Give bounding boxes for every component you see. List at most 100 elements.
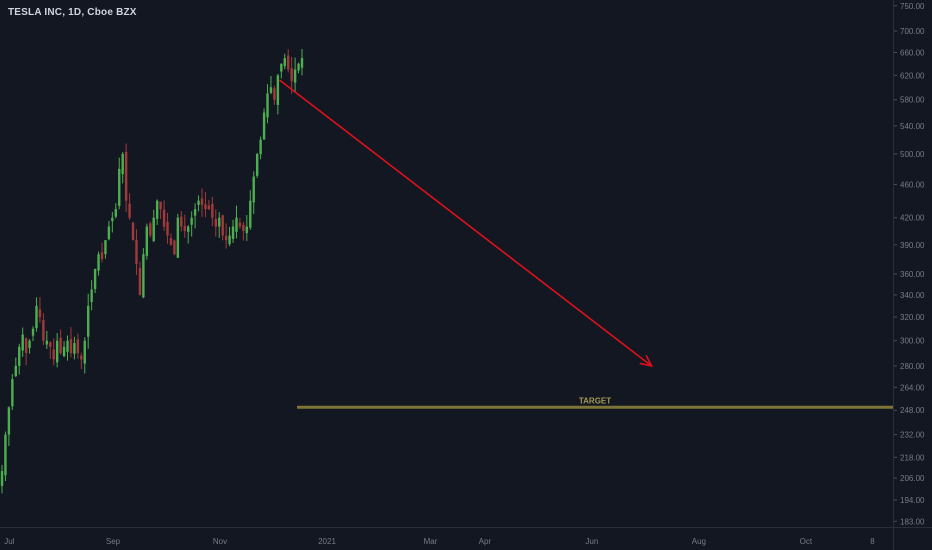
target-line-group[interactable]: TARGET: [297, 396, 893, 409]
candle: [169, 233, 173, 246]
candle: [197, 195, 200, 212]
candle: [55, 333, 59, 368]
time-axis[interactable]: Jul Sep Nov 2021 Mar Apr Jun Aug Oct 8: [4, 537, 875, 546]
candle-body: [266, 93, 269, 118]
candle-body: [142, 254, 145, 298]
candle: [31, 326, 35, 342]
candle: [287, 49, 290, 73]
price-tick-label: 540.00: [900, 122, 925, 131]
candle: [149, 221, 152, 238]
candle: [90, 280, 93, 311]
candle-body: [224, 235, 228, 241]
candle: [273, 85, 276, 105]
candle-body: [200, 198, 204, 205]
candle: [228, 226, 231, 247]
candle-body: [155, 200, 159, 219]
candle: [193, 203, 197, 229]
price-tick-label: 206.00: [900, 474, 925, 483]
candle: [80, 352, 83, 370]
projection-arrow-head[interactable]: [639, 354, 653, 368]
time-tick-label: Mar: [424, 537, 438, 546]
price-tick-label: 750.00: [900, 2, 925, 11]
price-tick-label: 320.00: [900, 313, 925, 322]
candle: [128, 193, 131, 220]
candle: [290, 56, 293, 94]
target-label: TARGET: [579, 396, 611, 405]
candle-body: [273, 88, 276, 100]
candle-body: [262, 112, 266, 140]
candle-body: [214, 218, 217, 227]
candle-body: [207, 205, 211, 210]
projection-arrow-line[interactable]: [279, 79, 652, 367]
candle-body: [228, 235, 231, 244]
candle: [214, 209, 217, 237]
candle: [97, 251, 100, 276]
candle: [69, 327, 73, 358]
candle: [118, 157, 121, 210]
candle-body: [149, 223, 152, 236]
candle-body: [118, 168, 121, 206]
candle-body: [66, 340, 69, 352]
candle-body: [197, 200, 200, 205]
candle: [24, 337, 28, 366]
candle: [207, 199, 211, 211]
candle: [242, 221, 245, 241]
candle: [42, 313, 45, 345]
candle: [187, 224, 190, 244]
candle: [0, 464, 4, 494]
candle: [59, 329, 62, 355]
candle-body: [269, 87, 273, 93]
candle: [221, 214, 224, 241]
candle-body: [242, 224, 245, 231]
candle-body: [259, 139, 262, 155]
price-tick-label: 218.00: [900, 453, 925, 462]
candle-body: [131, 222, 135, 241]
candle-body: [0, 471, 4, 486]
price-tick-label: 264.00: [900, 383, 925, 392]
candle: [4, 431, 7, 481]
candle-body: [14, 365, 17, 377]
time-tick-label: 8: [870, 537, 875, 546]
candle-body: [145, 226, 149, 256]
projection-arrow-group[interactable]: [279, 79, 653, 368]
candle: [231, 219, 235, 243]
candle: [142, 248, 145, 299]
candle: [276, 73, 280, 115]
candle-body: [76, 339, 80, 354]
candle: [62, 341, 66, 358]
price-tick-label: 500.00: [900, 150, 925, 159]
candle-body: [69, 339, 73, 354]
candle-body: [49, 342, 52, 347]
candle: [121, 152, 124, 184]
candle-body: [28, 340, 31, 348]
candle-body: [169, 238, 173, 245]
candle: [224, 223, 228, 249]
candle-body: [187, 226, 190, 232]
candle: [162, 200, 166, 231]
candle-body: [135, 239, 138, 265]
candle-body: [255, 153, 259, 176]
candle: [124, 143, 128, 212]
candle: [145, 223, 149, 260]
time-tick-label: Aug: [692, 537, 706, 546]
candle-body: [218, 217, 221, 227]
candle: [18, 343, 21, 375]
candle: [155, 199, 159, 225]
candle-body: [38, 309, 42, 318]
candle-body: [166, 221, 169, 236]
candle: [107, 220, 111, 241]
candle: [176, 213, 180, 259]
time-tick-label: Nov: [213, 537, 227, 546]
candle-body: [83, 340, 86, 364]
time-tick-label: 2021: [318, 537, 336, 546]
price-axis[interactable]: 750.00 700.00 660.00 620.00 580.00 540.00 500.…: [894, 2, 925, 527]
time-tick-label: Jun: [585, 537, 598, 546]
candle-body: [24, 338, 28, 354]
candle-body: [249, 200, 252, 228]
candle: [21, 327, 24, 357]
candle-body: [21, 334, 24, 351]
price-tick-label: 248.00: [900, 406, 925, 415]
candle-body: [221, 215, 224, 236]
candle-body: [31, 328, 35, 336]
